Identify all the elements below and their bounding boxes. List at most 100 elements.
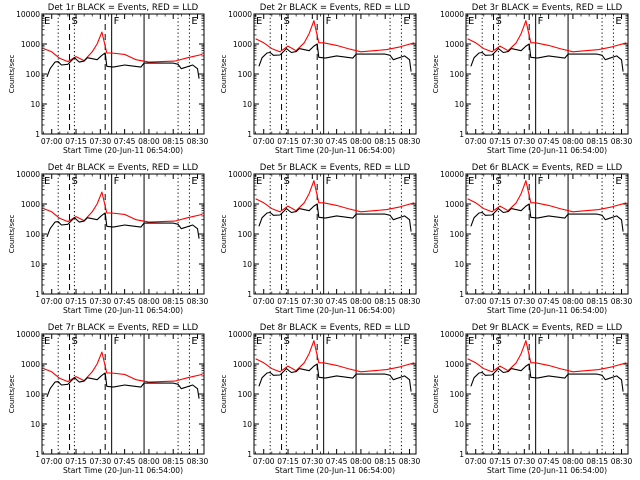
series-line-lld	[43, 191, 203, 223]
panel-title: Det 6r BLACK = Events, RED = LLD	[472, 163, 623, 173]
x-tick-label: 07:15	[277, 297, 299, 306]
x-tick-label: 07:45	[114, 137, 136, 146]
x-tick-label: 08:30	[611, 137, 633, 146]
x-tick-label: 07:30	[302, 457, 324, 466]
x-tick-label: 08:00	[350, 137, 372, 146]
y-tick-label: 10	[454, 260, 464, 269]
x-tick-label: 08:15	[374, 137, 396, 146]
panel-det-2: Det 2r BLACK = Events, RED = LLD 1 10 100 10…	[220, 3, 421, 155]
x-tick-label: 08:15	[374, 297, 396, 306]
x-tick-label: 08:00	[138, 137, 160, 146]
y-tick-label: 100	[26, 230, 41, 239]
x-tick-label: 07:45	[326, 297, 348, 306]
x-axis-label: Start Time (20-Jun-11 06:54:00)	[487, 306, 607, 315]
y-axis-label: Counts/sec	[8, 215, 16, 254]
x-tick-label: 08:30	[611, 457, 633, 466]
marker-label: E	[403, 176, 409, 187]
y-axis-label: Counts/sec	[220, 375, 228, 414]
y-tick-label: 10000	[440, 170, 464, 179]
x-tick-label: 07:00	[253, 297, 275, 306]
series-line-lld	[255, 20, 415, 53]
panel-det-4: Det 4r BLACK = Events, RED = LLD 1 10 100 10…	[8, 163, 209, 315]
x-tick-label: 07:30	[514, 457, 536, 466]
y-axis-label: Counts/sec	[432, 375, 440, 414]
y-tick-label: 1000	[445, 360, 464, 369]
y-tick-label: 100	[450, 390, 465, 399]
series-line-lld	[255, 180, 415, 213]
y-tick-label: 10	[454, 420, 464, 429]
x-tick-label: 07:45	[538, 137, 560, 146]
panel-det-6: Det 6r BLACK = Events, RED = LLD 1 10 100 10…	[432, 163, 633, 315]
marker-label: F	[326, 336, 332, 347]
panel-det-5: Det 5r BLACK = Events, RED = LLD 1 10 100 10…	[220, 163, 421, 315]
series-line-events	[470, 43, 624, 72]
marker-label: F	[538, 336, 544, 347]
x-tick-label: 07:30	[90, 297, 112, 306]
panel-title: Det 4r BLACK = Events, RED = LLD	[48, 163, 199, 173]
plot-frame	[41, 333, 205, 455]
series-line-events	[258, 203, 412, 232]
panel-title: Det 8r BLACK = Events, RED = LLD	[260, 323, 411, 333]
plot-frame	[253, 333, 417, 455]
x-tick-label: 08:15	[586, 137, 608, 146]
x-tick-label: 07:15	[277, 137, 299, 146]
x-tick-label: 07:15	[65, 457, 87, 466]
x-tick-label: 08:15	[162, 457, 184, 466]
series-line-events	[46, 52, 200, 79]
x-tick-label: 07:30	[90, 457, 112, 466]
x-tick-label: 08:00	[562, 137, 584, 146]
plot-frame	[253, 173, 417, 295]
x-tick-label: 08:15	[586, 297, 608, 306]
x-tick-label: 07:30	[514, 137, 536, 146]
y-tick-label: 1	[247, 450, 252, 459]
panel-det-1: Det 1r BLACK = Events, RED = LLD 1 10 100 10…	[8, 3, 209, 155]
panel-det-9: Det 9r BLACK = Events, RED = LLD 1 10 100 10…	[432, 323, 633, 475]
marker-label: E	[256, 336, 262, 347]
series-line-events	[258, 363, 412, 392]
marker-label: E	[468, 16, 474, 27]
marker-label: E	[468, 336, 474, 347]
y-axis-label: Counts/sec	[220, 55, 228, 94]
plot-frame	[41, 173, 205, 295]
x-tick-label: 07:15	[65, 137, 87, 146]
y-tick-label: 10000	[228, 330, 252, 339]
y-tick-label: 100	[450, 70, 465, 79]
x-tick-label: 08:30	[187, 297, 209, 306]
y-tick-label: 10	[242, 420, 252, 429]
y-tick-label: 10	[30, 260, 40, 269]
x-tick-label: 07:00	[41, 457, 63, 466]
y-tick-label: 1	[459, 130, 464, 139]
marker-label: E	[44, 16, 50, 27]
y-axis-label: Counts/sec	[432, 55, 440, 94]
y-tick-label: 1	[35, 290, 40, 299]
x-axis-label: Start Time (20-Jun-11 06:54:00)	[63, 146, 183, 155]
y-tick-label: 1000	[445, 200, 464, 209]
x-tick-label: 07:00	[253, 137, 275, 146]
marker-label: F	[114, 16, 120, 27]
x-tick-label: 08:30	[611, 297, 633, 306]
x-tick-label: 08:30	[399, 297, 421, 306]
x-tick-label: 07:45	[538, 457, 560, 466]
y-tick-label: 1000	[21, 360, 40, 369]
marker-label: E	[191, 336, 197, 347]
marker-label: E	[615, 16, 621, 27]
x-axis-label: Start Time (20-Jun-11 06:54:00)	[275, 466, 395, 475]
x-tick-label: 08:15	[586, 457, 608, 466]
y-tick-label: 1	[247, 290, 252, 299]
marker-label: F	[114, 176, 120, 187]
y-tick-label: 1000	[21, 200, 40, 209]
y-tick-label: 10	[454, 100, 464, 109]
y-tick-label: 10	[30, 100, 40, 109]
y-tick-label: 10000	[440, 330, 464, 339]
panel-title: Det 7r BLACK = Events, RED = LLD	[48, 323, 199, 333]
y-tick-label: 10	[242, 260, 252, 269]
x-tick-label: 08:30	[187, 137, 209, 146]
marker-label: E	[44, 336, 50, 347]
panel-title: Det 2r BLACK = Events, RED = LLD	[260, 3, 411, 13]
y-axis-label: Counts/sec	[8, 375, 16, 414]
series-line-events	[470, 363, 624, 392]
series-line-events	[46, 212, 200, 239]
plot-frame	[465, 173, 629, 295]
marker-label: F	[538, 16, 544, 27]
